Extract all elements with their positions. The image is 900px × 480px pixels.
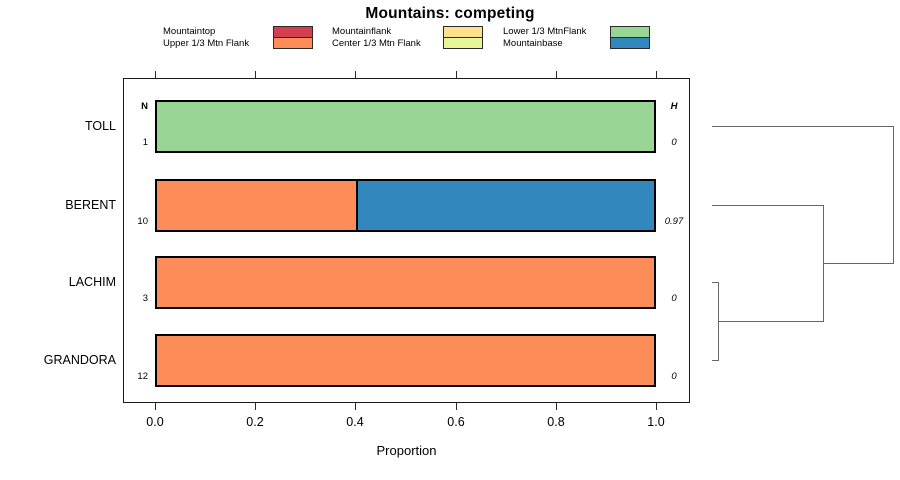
legend-label: Center 1/3 Mtn Flank [332, 38, 421, 49]
axis-tick-bottom [456, 403, 457, 410]
bar-row [155, 100, 656, 153]
legend-label: Mountaintop [163, 26, 216, 37]
h-value: 0 [671, 371, 677, 382]
category-label: LACHIM [68, 275, 116, 289]
axis-tick-top [255, 71, 256, 78]
axis-tick-label: 0.6 [447, 415, 465, 429]
plot-frame [123, 78, 690, 403]
legend-swatch [610, 37, 650, 49]
n-value: 12 [137, 371, 148, 382]
bar-row [155, 179, 656, 232]
legend-swatch [443, 37, 483, 49]
axis-tick-bottom [656, 403, 657, 410]
bar-row [155, 256, 656, 309]
axis-tick-label: 1.0 [647, 415, 665, 429]
legend-swatch [273, 37, 313, 49]
bar-segment [157, 102, 654, 151]
h-column-header: H [670, 101, 678, 112]
axis-tick-label: 0.4 [346, 415, 364, 429]
n-value: 3 [142, 293, 148, 304]
dendrogram-segment [712, 282, 718, 283]
dendrogram-segment [718, 321, 823, 322]
dendrogram-segment [712, 360, 718, 361]
dendrogram-segment [712, 126, 893, 127]
axis-tick-bottom [556, 403, 557, 410]
h-value: 0.97 [664, 216, 684, 227]
bar-segment [157, 181, 356, 230]
legend-label: Lower 1/3 MtnFlank [503, 26, 587, 37]
axis-tick-top [355, 71, 356, 78]
axis-tick-top [556, 71, 557, 78]
axis-tick-label: 0.8 [547, 415, 565, 429]
legend-label: Mountainbase [503, 38, 563, 49]
x-axis-title: Proportion [376, 443, 437, 458]
axis-tick-label: 0.2 [246, 415, 264, 429]
bar-segment [157, 258, 654, 307]
bar-row [155, 334, 656, 387]
dendrogram-segment [893, 126, 894, 264]
n-value: 10 [137, 216, 148, 227]
bar-segment [157, 336, 654, 385]
bar-segment [355, 181, 654, 230]
axis-tick-top [456, 71, 457, 78]
dendrogram-segment [712, 205, 823, 206]
n-column-header: N [141, 101, 148, 112]
chart-title: Mountains: competing [365, 5, 535, 22]
h-value: 0 [671, 137, 677, 148]
axis-tick-top [656, 71, 657, 78]
axis-tick-bottom [355, 403, 356, 410]
dendrogram-segment [823, 263, 893, 264]
n-value: 1 [142, 137, 148, 148]
axis-tick-label: 0.0 [146, 415, 164, 429]
axis-tick-bottom [155, 403, 156, 410]
legend: Mountaintop Upper 1/3 Mtn Flank Mountainfl… [0, 0, 900, 58]
axis-tick-bottom [255, 403, 256, 410]
h-value: 0 [671, 293, 677, 304]
legend-label: Mountainflank [332, 26, 392, 37]
category-label: GRANDORA [43, 353, 116, 367]
axis-tick-top [155, 71, 156, 78]
category-label: TOLL [84, 119, 116, 133]
category-label: BERENT [65, 198, 116, 212]
legend-label: Upper 1/3 Mtn Flank [163, 38, 250, 49]
